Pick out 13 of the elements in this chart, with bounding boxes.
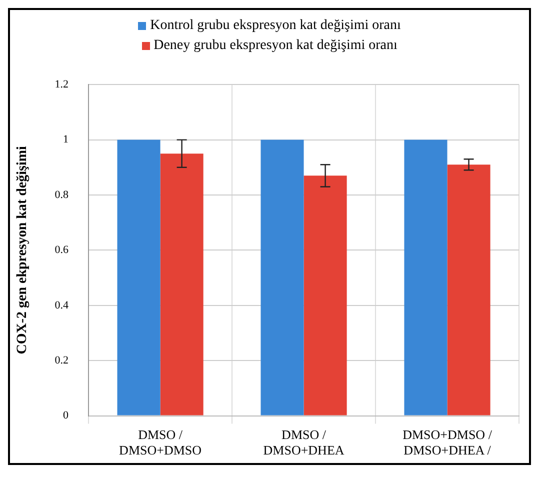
y-tick-label: 0.6 xyxy=(54,244,70,256)
y-tick-label: 0 xyxy=(63,410,70,422)
y-tick-label: 0.4 xyxy=(54,299,70,312)
legend-label: Deney grubu ekspresyon kat değişimi oranı xyxy=(154,38,398,54)
y-tick-label: 0.8 xyxy=(54,188,70,201)
x-tick-label: DMSO / DMSO+DMSO xyxy=(119,427,202,458)
x-tick-label: DMSO / DMSO+DHEA xyxy=(263,427,345,458)
x-tick-label: DMSO+DMSO / DMSO+DHEA / xyxy=(402,427,492,458)
y-tick-label: 1 xyxy=(63,134,69,146)
y-axis-title: COX-2 gen ekpresyon kat değişimi xyxy=(15,146,30,354)
y-tick-label: 1.2 xyxy=(54,78,69,90)
legend-label: Kontrol grubu ekspresyon kat değişimi oranı xyxy=(150,18,401,34)
y-tick-label: 0.2 xyxy=(54,354,69,366)
